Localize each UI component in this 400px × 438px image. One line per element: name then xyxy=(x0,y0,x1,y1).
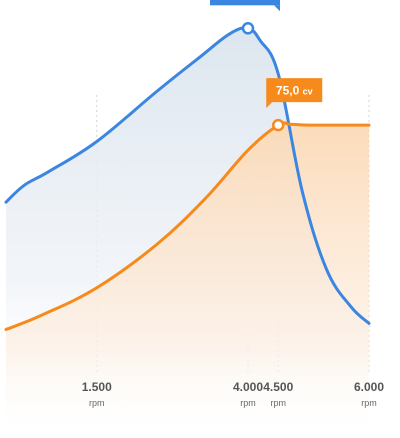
callout-value: 75,0 xyxy=(276,84,303,98)
callout-cv: 75,0 cv xyxy=(266,78,323,109)
callout-label: 121,6 Nm xyxy=(221,0,269,1)
peak-markers xyxy=(241,22,285,132)
peak-marker-cv xyxy=(272,118,285,132)
tick-unit-6000: rpm xyxy=(361,398,377,408)
line-cv xyxy=(4,121,371,331)
value-callouts: 121,6 Nm 75,0 cv xyxy=(210,0,323,109)
tick-unit-4000: rpm xyxy=(240,398,256,408)
callout-value: 121,6 xyxy=(221,0,254,1)
tick-unit-4500: rpm xyxy=(271,398,287,408)
callout-box xyxy=(266,78,323,103)
callout-pointer xyxy=(274,5,280,12)
callout-unit: cv xyxy=(303,87,313,97)
x-axis-ticks: 1.500 rpm 4.000 rpm 4.500 rpm 6.000 rpm xyxy=(82,380,385,408)
callout-label: 75,0 cv xyxy=(276,84,313,98)
peak-marker-nm xyxy=(241,22,255,35)
tick-unit-1500: rpm xyxy=(89,398,105,408)
callout-box xyxy=(210,0,280,6)
tick-label-6000: 6.000 xyxy=(354,380,384,394)
area-cv xyxy=(6,122,369,438)
tick-label-1500: 1.500 xyxy=(82,380,112,394)
callout-pointer xyxy=(266,102,273,109)
callout-nm: 121,6 Nm xyxy=(210,0,280,12)
tick-label-4500: 4.500 xyxy=(263,380,293,394)
tick-label-4000: 4.000 xyxy=(233,380,263,394)
